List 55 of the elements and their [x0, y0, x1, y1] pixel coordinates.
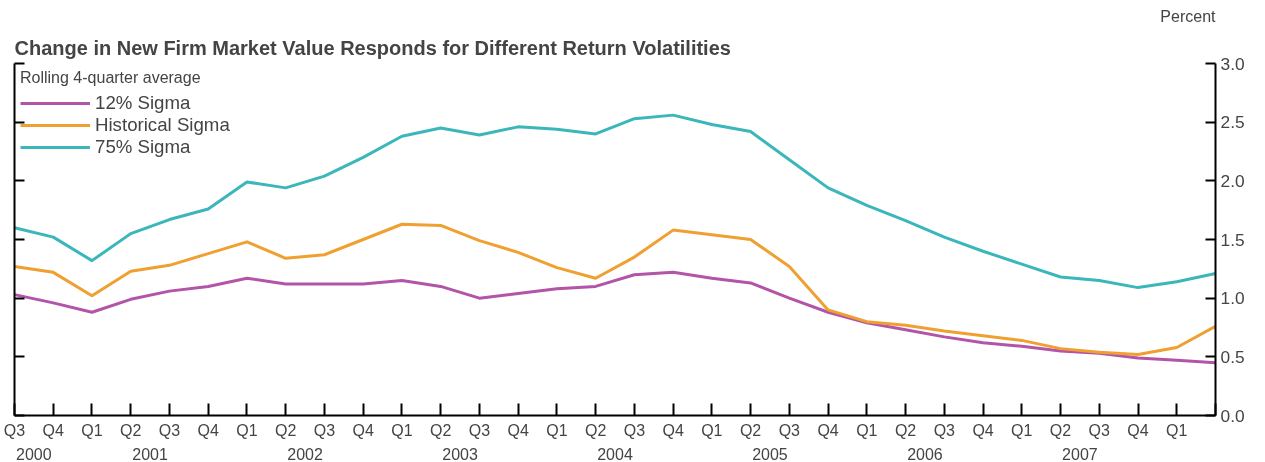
text: 2007: [1062, 445, 1098, 462]
y-tick-label: 0.0: [1220, 405, 1245, 426]
x-tick-label: Q4: [972, 421, 994, 439]
text: 2000: [16, 445, 52, 462]
legend-title: Rolling 4-quarter average: [20, 69, 202, 87]
chart-title: Change in New Firm Market Value Responds for Different Return Volatilities: [14, 36, 731, 59]
x-tick-label: Q2: [1049, 421, 1072, 439]
text: 2005: [752, 445, 788, 462]
x-tick-label: Q3: [158, 421, 181, 439]
x-tick-label: Q2: [584, 421, 607, 439]
x-tick-label: Q1: [236, 421, 258, 439]
text: 2006: [907, 445, 943, 462]
x-tick-label: Q3: [3, 421, 26, 439]
x-tick-label: Q2: [429, 421, 452, 439]
x-tick-label: Q1: [391, 421, 413, 439]
x-tick-label: Q1: [1011, 421, 1033, 439]
legend-label: Historical Sigma: [95, 114, 230, 136]
x-tick-label: Q2: [894, 421, 917, 439]
x-tick-label: Q4: [662, 421, 684, 439]
x-tick-label: Q1: [856, 421, 878, 439]
x-tick-label: Q4: [817, 421, 839, 439]
x-tick-label: Q1: [701, 421, 723, 439]
x-tick-label: Q4: [42, 421, 65, 439]
text: 2004: [597, 445, 633, 462]
x-tick-label: Q3: [313, 421, 336, 439]
x-tick-label: Q4: [507, 421, 529, 439]
text: 2003: [442, 445, 478, 462]
x-tick-label: Q2: [120, 421, 142, 439]
y-tick-label: 1.0: [1220, 288, 1245, 309]
line-series: [14, 222, 1216, 356]
y-tick-label: 0.5: [1220, 346, 1245, 367]
legend-label: 12% Sigma: [95, 92, 191, 114]
y-tick-label: 1.5: [1220, 229, 1245, 250]
text: 2002: [287, 445, 323, 462]
x-tick-label: Q2: [275, 421, 297, 439]
x-tick-label: Q1: [1166, 421, 1188, 439]
legend-label: 75% Sigma: [95, 136, 191, 158]
x-tick-label: Q4: [352, 421, 374, 439]
line-series: [14, 113, 1216, 290]
text: 2001: [132, 445, 168, 462]
x-tick-label: Q1: [546, 421, 568, 439]
x-tick-label: Q4: [197, 421, 219, 439]
y-axis-title: Percent: [1160, 7, 1217, 25]
x-tick-label: Q3: [778, 421, 801, 439]
y-tick-label: 2.5: [1220, 112, 1245, 133]
x-tick-label: Q3: [468, 421, 491, 439]
line-series: [14, 270, 1216, 365]
x-tick-label: Q3: [623, 421, 646, 439]
y-tick-label: 2.0: [1220, 170, 1245, 191]
x-tick-label: Q2: [739, 421, 762, 439]
x-tick-label: Q1: [81, 421, 103, 439]
x-tick-label: Q3: [933, 421, 956, 439]
x-tick-label: Q3: [1088, 421, 1111, 439]
x-tick-label: Q4: [1127, 421, 1149, 439]
y-tick-label: 3.0: [1220, 53, 1245, 74]
